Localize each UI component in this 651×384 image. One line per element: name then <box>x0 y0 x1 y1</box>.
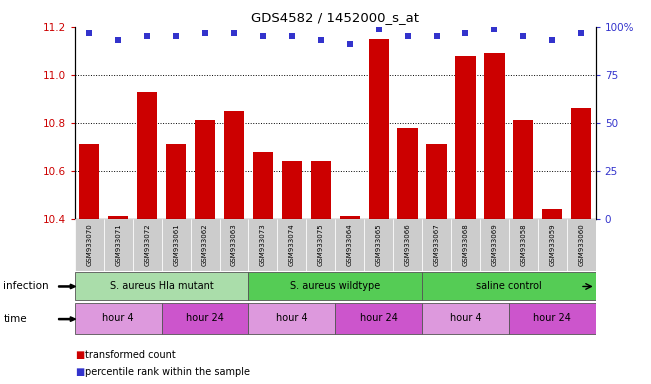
Text: ■: ■ <box>75 350 84 360</box>
Text: GSM933058: GSM933058 <box>520 223 526 266</box>
Text: GSM933071: GSM933071 <box>115 223 121 266</box>
Bar <box>79 144 100 219</box>
Bar <box>571 109 591 219</box>
Text: GSM933075: GSM933075 <box>318 223 324 266</box>
Bar <box>364 219 393 271</box>
Text: GSM933064: GSM933064 <box>347 223 353 266</box>
Bar <box>398 128 418 219</box>
Bar <box>75 219 104 271</box>
Text: S. aureus wildtype: S. aureus wildtype <box>290 281 380 291</box>
Text: S. aureus Hla mutant: S. aureus Hla mutant <box>110 281 214 291</box>
Text: GSM933069: GSM933069 <box>492 223 497 266</box>
Bar <box>161 219 191 271</box>
Bar <box>538 219 567 271</box>
Bar <box>335 303 422 334</box>
Text: ■: ■ <box>75 367 84 377</box>
Bar <box>542 209 562 219</box>
Point <box>229 30 239 36</box>
Bar <box>422 219 451 271</box>
Point <box>84 30 94 36</box>
Text: transformed count: transformed count <box>85 350 175 360</box>
Text: hour 4: hour 4 <box>276 313 308 323</box>
Text: GSM933060: GSM933060 <box>578 223 584 266</box>
Bar <box>455 56 476 219</box>
Bar <box>282 161 302 219</box>
Text: hour 4: hour 4 <box>102 313 134 323</box>
Text: saline control: saline control <box>476 281 542 291</box>
Bar <box>277 219 307 271</box>
Point <box>344 41 355 47</box>
Bar <box>219 219 249 271</box>
Bar <box>393 219 422 271</box>
Point <box>432 33 442 40</box>
Text: GSM933073: GSM933073 <box>260 223 266 266</box>
Bar <box>161 303 249 334</box>
Text: percentile rank within the sample: percentile rank within the sample <box>85 367 249 377</box>
Bar <box>368 39 389 219</box>
Bar <box>422 272 596 300</box>
Bar <box>335 219 364 271</box>
Bar <box>253 152 273 219</box>
Point <box>402 33 413 40</box>
Bar <box>249 303 335 334</box>
Bar <box>104 219 133 271</box>
Bar <box>426 144 447 219</box>
Point <box>258 33 268 40</box>
Bar <box>137 92 158 219</box>
Text: GSM933059: GSM933059 <box>549 223 555 266</box>
Text: GSM933066: GSM933066 <box>405 223 411 266</box>
Bar <box>75 303 161 334</box>
Bar <box>567 219 596 271</box>
Bar <box>451 219 480 271</box>
Text: GSM933067: GSM933067 <box>434 223 439 266</box>
Text: GDS4582 / 1452000_s_at: GDS4582 / 1452000_s_at <box>251 12 419 25</box>
Text: GSM933062: GSM933062 <box>202 223 208 266</box>
Text: GSM933065: GSM933065 <box>376 223 381 266</box>
Point <box>171 33 182 40</box>
Bar <box>480 219 509 271</box>
Point <box>286 33 297 40</box>
Point <box>200 30 210 36</box>
Point <box>576 30 587 36</box>
Bar <box>191 219 219 271</box>
Bar <box>75 272 249 300</box>
Text: GSM933068: GSM933068 <box>462 223 469 266</box>
Text: hour 24: hour 24 <box>360 313 398 323</box>
Point <box>142 33 152 40</box>
Point <box>547 37 557 43</box>
Point <box>518 33 529 40</box>
Bar <box>249 219 277 271</box>
Bar <box>224 111 244 219</box>
Text: infection: infection <box>3 281 49 291</box>
Point <box>374 26 384 32</box>
Point <box>489 26 499 32</box>
Text: hour 4: hour 4 <box>450 313 481 323</box>
Bar <box>166 144 186 219</box>
Text: GSM933072: GSM933072 <box>145 223 150 266</box>
Bar <box>133 219 161 271</box>
Bar <box>509 219 538 271</box>
Bar <box>509 303 596 334</box>
Bar <box>249 272 422 300</box>
Bar <box>307 219 335 271</box>
Point <box>460 30 471 36</box>
Text: time: time <box>3 314 27 324</box>
Bar <box>513 121 533 219</box>
Text: hour 24: hour 24 <box>533 313 571 323</box>
Text: GSM933074: GSM933074 <box>289 223 295 266</box>
Text: GSM933061: GSM933061 <box>173 223 179 266</box>
Text: hour 24: hour 24 <box>186 313 224 323</box>
Bar <box>311 161 331 219</box>
Text: GSM933063: GSM933063 <box>231 223 237 266</box>
Bar <box>195 121 215 219</box>
Bar <box>422 303 509 334</box>
Bar <box>484 53 505 219</box>
Point <box>113 37 124 43</box>
Text: GSM933070: GSM933070 <box>87 223 92 266</box>
Bar <box>340 217 360 219</box>
Bar <box>108 217 128 219</box>
Point <box>316 37 326 43</box>
